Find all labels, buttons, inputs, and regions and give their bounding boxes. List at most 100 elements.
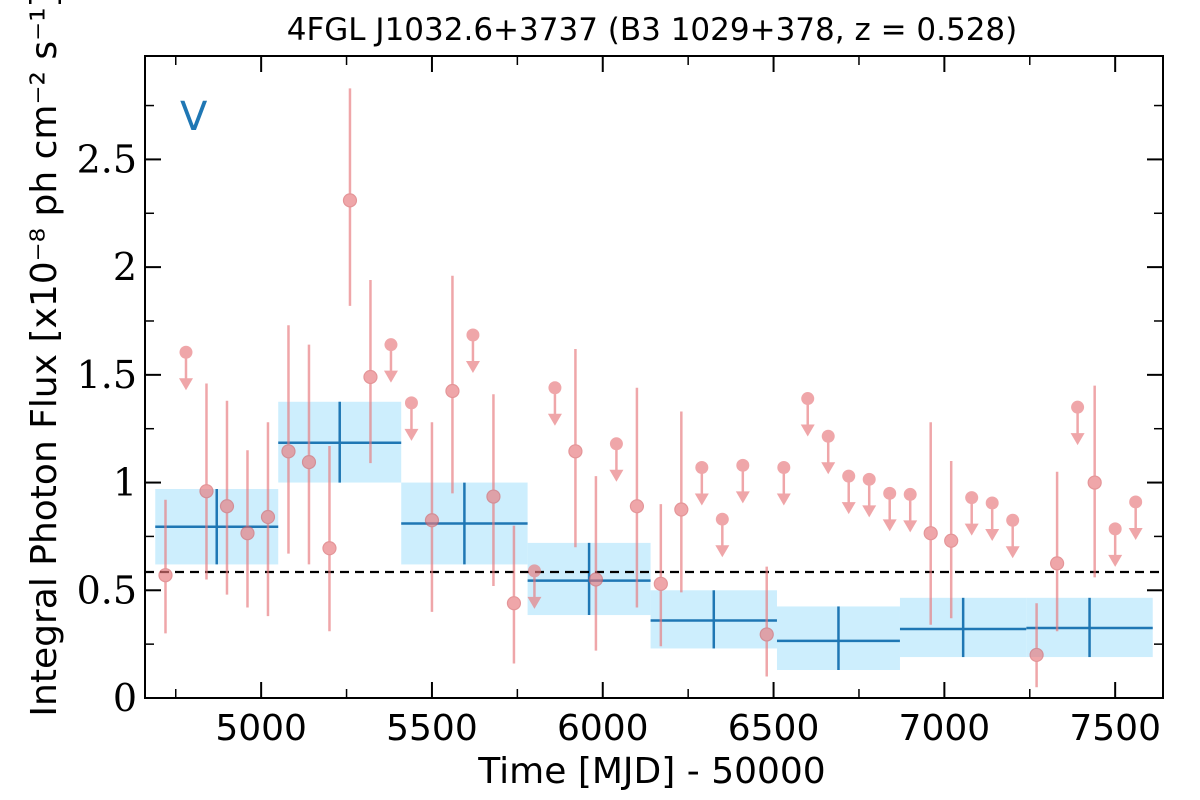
upper-limit-marker-16 (903, 487, 917, 501)
detection-marker-20 (923, 526, 938, 541)
detection-20 (923, 422, 938, 625)
upper-limit-arrow-13 (841, 502, 856, 515)
upper-limit-marker-1 (384, 338, 398, 352)
detection-marker-22 (1029, 647, 1044, 663)
upper-limit-13 (841, 469, 856, 515)
bin-7 (1026, 597, 1153, 658)
upper-limit-19 (1005, 513, 1020, 559)
upper-limit-16 (903, 487, 918, 533)
upper-limit-11 (800, 392, 815, 437)
detection-10 (424, 422, 440, 612)
upper-limit-arrow-2 (404, 428, 419, 441)
upper-limit-marker-20 (1071, 400, 1085, 414)
detection-marker-19 (759, 627, 774, 642)
bin-6 (899, 597, 1027, 658)
detection-marker-5 (281, 444, 296, 459)
y-axis-label: Integral Photon Flux [x10⁻⁸ ph cm⁻² s⁻¹] (24, 0, 65, 717)
upper-limit-arrow-1 (383, 370, 398, 383)
upper-limit-21 (1108, 522, 1123, 567)
upper-limit-20 (1070, 400, 1085, 446)
upper-limit-marker-10 (777, 460, 791, 474)
ticks-layer: 0 0.5 1 1.5 2 2.5 5000 5500 6000 6500 7000 7500 (77, 56, 1163, 749)
detection-15 (588, 476, 604, 651)
upper-limit-marker-18 (985, 496, 999, 510)
upper-limit-marker-6 (609, 437, 623, 451)
y-tick-label-0: 0 (113, 676, 137, 720)
upper-limit-arrow-8 (715, 545, 730, 558)
bin-2 (401, 482, 528, 565)
bin-0 (155, 489, 279, 565)
x-tick-label-3: 6500 (728, 708, 820, 749)
y-tick-label-1: 0.5 (77, 568, 137, 612)
upper-limit-3 (465, 328, 480, 373)
x-axis-label: Time [MJD] - 50000 (477, 751, 825, 792)
detection-18 (674, 411, 689, 593)
detection-marker-15 (588, 572, 604, 587)
x-tick-label-0: 5000 (215, 708, 307, 749)
upper-limit-marker-21 (1108, 522, 1122, 536)
upper-limit-marker-7 (695, 460, 709, 474)
upper-limit-12 (821, 429, 836, 475)
upper-limit-marker-4 (527, 564, 541, 578)
detection-22 (1029, 603, 1044, 688)
detection-23 (1050, 471, 1065, 632)
upper-limit-arrow-17 (964, 523, 979, 536)
upper-limit-arrow-6 (609, 469, 624, 482)
upper-limit-4 (527, 564, 542, 609)
upper-limit-1 (383, 338, 398, 383)
upper-limit-arrow-12 (821, 462, 836, 475)
detection-21 (944, 461, 959, 619)
detection-marker-16 (629, 499, 645, 514)
y-tick-label-5: 2.5 (77, 137, 137, 181)
detection-14 (568, 348, 583, 548)
detection-marker-17 (653, 576, 668, 591)
upper-limit-arrow-18 (985, 529, 1000, 542)
plot-frame (144, 55, 1164, 699)
detection-9 (363, 280, 378, 464)
detection-marker-23 (1050, 556, 1065, 571)
upper-limit-5 (547, 381, 562, 426)
y-tick-label-2: 1 (113, 461, 137, 505)
upper-limit-arrow-5 (547, 413, 562, 426)
upper-limit-10 (776, 460, 791, 506)
y-tick-label-3: 1.5 (77, 353, 137, 397)
upper-limit-arrow-14 (862, 505, 877, 518)
bin-4 (650, 590, 777, 649)
detection-marker-13 (506, 596, 522, 611)
y-tick-label-4: 2 (113, 245, 137, 289)
detection-marker-7 (322, 541, 337, 556)
x-tick-label-2: 6000 (557, 708, 649, 749)
detection-marker-9 (363, 369, 378, 385)
detection-19 (759, 566, 774, 677)
upper-limit-9 (735, 458, 750, 504)
detection-3 (240, 450, 255, 608)
upper-limit-marker-19 (1006, 513, 1020, 527)
upper-limit-marker-14 (862, 472, 876, 486)
upper-limit-arrow-19 (1005, 546, 1020, 559)
detection-1 (199, 383, 214, 580)
upper-limit-2 (404, 396, 419, 441)
upper-limit-arrow-7 (694, 493, 709, 506)
upper-limit-18 (985, 496, 1000, 542)
detection-24 (1087, 385, 1102, 578)
upper-limit-marker-15 (883, 486, 897, 500)
upper-limit-marker-0 (179, 345, 193, 359)
detection-0 (158, 499, 173, 634)
detection-13 (506, 525, 522, 664)
panel-label: V (180, 94, 208, 140)
upper-limit-arrow-10 (776, 493, 791, 506)
detection-marker-12 (486, 489, 501, 504)
detection-marker-0 (158, 568, 173, 583)
upper-limit-15 (882, 486, 897, 532)
detection-marker-24 (1087, 475, 1102, 490)
upper-limit-marker-3 (466, 328, 480, 342)
detection-marker-18 (674, 502, 689, 517)
detection-marker-1 (199, 484, 214, 499)
upper-limit-arrow-9 (735, 491, 750, 504)
detection-16 (629, 387, 645, 608)
upper-limit-arrow-22 (1128, 527, 1143, 540)
upper-limit-arrow-20 (1070, 433, 1085, 446)
upper-limit-arrow-3 (465, 360, 480, 373)
detection-12 (486, 394, 501, 586)
